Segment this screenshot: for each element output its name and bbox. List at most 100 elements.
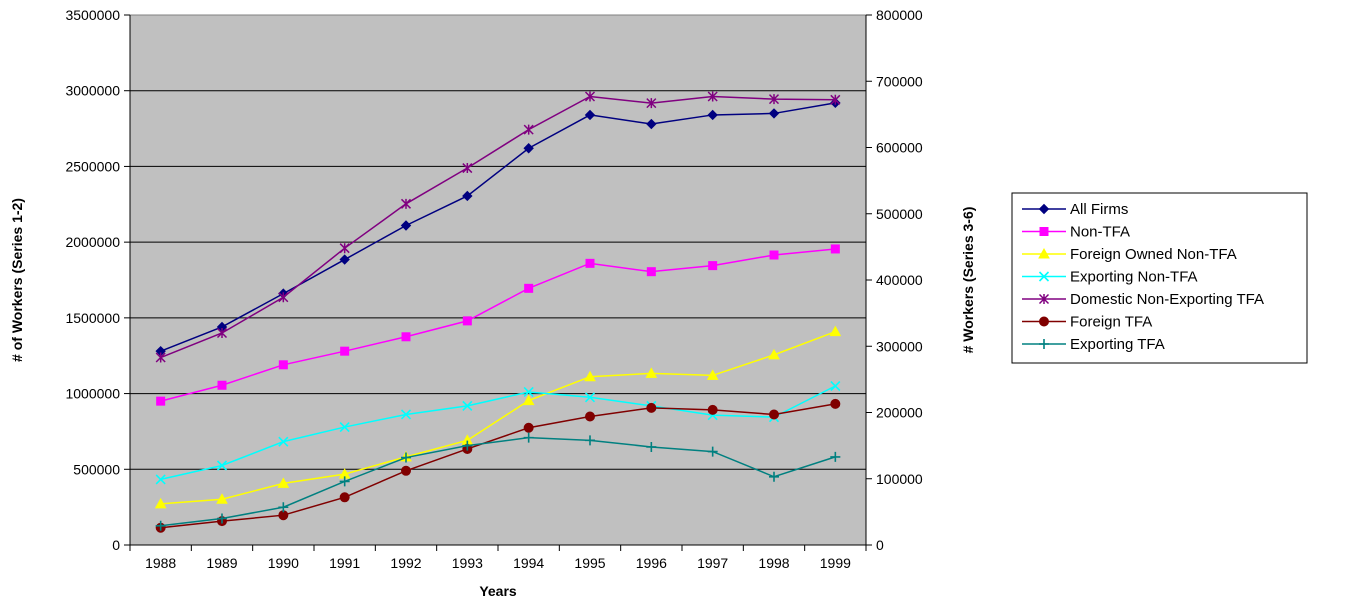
data-point	[216, 327, 228, 339]
data-point	[462, 400, 473, 411]
data-point	[339, 243, 350, 254]
data-point	[646, 118, 657, 130]
series-line	[160, 436, 836, 527]
data-point	[401, 332, 411, 342]
data-point	[769, 409, 779, 420]
data-point	[155, 352, 166, 363]
data-point	[584, 109, 596, 121]
series-line	[160, 95, 836, 359]
data-point	[707, 404, 718, 415]
x-tick-label: 1999	[820, 555, 851, 571]
data-point	[216, 493, 228, 504]
data-point	[400, 220, 412, 231]
left-y-axis: 0 500000 1000000 1500000 2000000 2500000 30000…	[65, 7, 131, 553]
legend-label: Exporting Non-TFA	[1070, 269, 1198, 286]
legend-label: Foreign TFA	[1070, 314, 1152, 331]
legend: All Firms Non-TFA Foreign Owned Non-TFA Exp…	[1011, 192, 1308, 364]
x-tick-label: 1994	[513, 555, 544, 571]
x-tick-label: 1995	[574, 555, 605, 571]
right-tick-label: 300000	[876, 338, 923, 354]
right-tick-label: 0	[876, 537, 884, 553]
right-tick-label: 700000	[876, 73, 923, 89]
data-point	[278, 360, 288, 370]
data-point	[401, 465, 411, 476]
data-point	[154, 497, 167, 509]
data-point	[401, 452, 411, 463]
x-tick-label: 1993	[452, 555, 483, 571]
series-line	[160, 102, 836, 352]
data-point	[646, 441, 657, 452]
legend-box	[1011, 192, 1308, 364]
x-tick-label: 1988	[145, 555, 176, 571]
data-point	[339, 254, 350, 265]
data-point	[462, 440, 473, 451]
data-point	[708, 261, 718, 271]
data-point	[585, 411, 595, 422]
data-point	[155, 474, 166, 485]
data-point	[1038, 271, 1050, 282]
left-tick-label: 500000	[73, 461, 120, 477]
data-point	[830, 380, 841, 392]
data-point	[829, 325, 842, 337]
data-point	[523, 143, 534, 154]
right-y-axis-title: # Workers (Series 3-6)	[960, 207, 976, 354]
series-line	[160, 403, 836, 529]
plot-area	[129, 14, 867, 546]
data-point	[278, 436, 289, 447]
data-point	[156, 396, 166, 406]
data-point	[768, 108, 780, 119]
data-point	[830, 398, 841, 409]
data-point	[584, 91, 596, 102]
data-point	[706, 369, 719, 380]
data-point	[830, 244, 840, 254]
legend-label: Foreign Owned Non-TFA	[1070, 246, 1237, 263]
data-point	[830, 94, 841, 105]
data-point	[523, 432, 534, 443]
data-point	[707, 446, 718, 457]
data-point	[584, 370, 596, 382]
x-tick-label: 1992	[390, 555, 421, 571]
data-point	[217, 513, 227, 524]
data-point	[462, 316, 472, 326]
data-point	[278, 292, 289, 303]
legend-label: Non-TFA	[1070, 224, 1130, 241]
data-point	[278, 502, 289, 513]
legend-entry: Non-TFA	[1022, 224, 1130, 241]
data-point	[645, 367, 658, 378]
data-point	[1038, 247, 1050, 259]
data-point	[523, 422, 534, 433]
legend-entry: Domestic Non-Exporting TFA	[1022, 291, 1264, 308]
data-point	[524, 283, 534, 293]
data-point	[707, 91, 718, 102]
data-point	[769, 250, 779, 260]
left-y-axis-title: # of Workers (Series 1-2)	[9, 198, 25, 362]
series-foreign-owned-non-tfa	[154, 325, 842, 509]
legend-entry: Exporting Non-TFA	[1022, 269, 1198, 286]
legend-label: Exporting TFA	[1070, 336, 1165, 353]
legend-label: Domestic Non-Exporting TFA	[1070, 291, 1264, 308]
legend-entry: Exporting TFA	[1022, 336, 1165, 353]
legend-entry: Foreign Owned Non-TFA	[1022, 246, 1237, 263]
data-point	[522, 394, 535, 406]
data-point	[768, 348, 780, 360]
x-axis: 1988 1989 1990 1991 1992 1993 1994 1995 1996 1997…	[129, 544, 867, 571]
legend-label: All Firms	[1070, 201, 1128, 218]
data-point	[339, 422, 350, 433]
left-tick-label: 0	[112, 537, 120, 553]
data-point	[646, 267, 656, 277]
data-point	[339, 492, 350, 503]
data-point	[646, 98, 657, 109]
x-tick-label: 1998	[758, 555, 789, 571]
data-point	[830, 451, 841, 462]
data-point	[523, 386, 534, 398]
right-y-axis: 0 100000 200000 300000 400000 500000 600000 700…	[865, 7, 923, 553]
right-tick-label: 100000	[876, 471, 923, 487]
right-tick-label: 400000	[876, 272, 923, 288]
series-layer	[154, 91, 842, 533]
data-point	[216, 460, 228, 471]
right-tick-label: 200000	[876, 405, 923, 421]
data-point	[646, 402, 657, 413]
data-point	[1039, 227, 1049, 236]
data-point	[707, 109, 718, 121]
left-tick-label: 3000000	[65, 83, 120, 99]
